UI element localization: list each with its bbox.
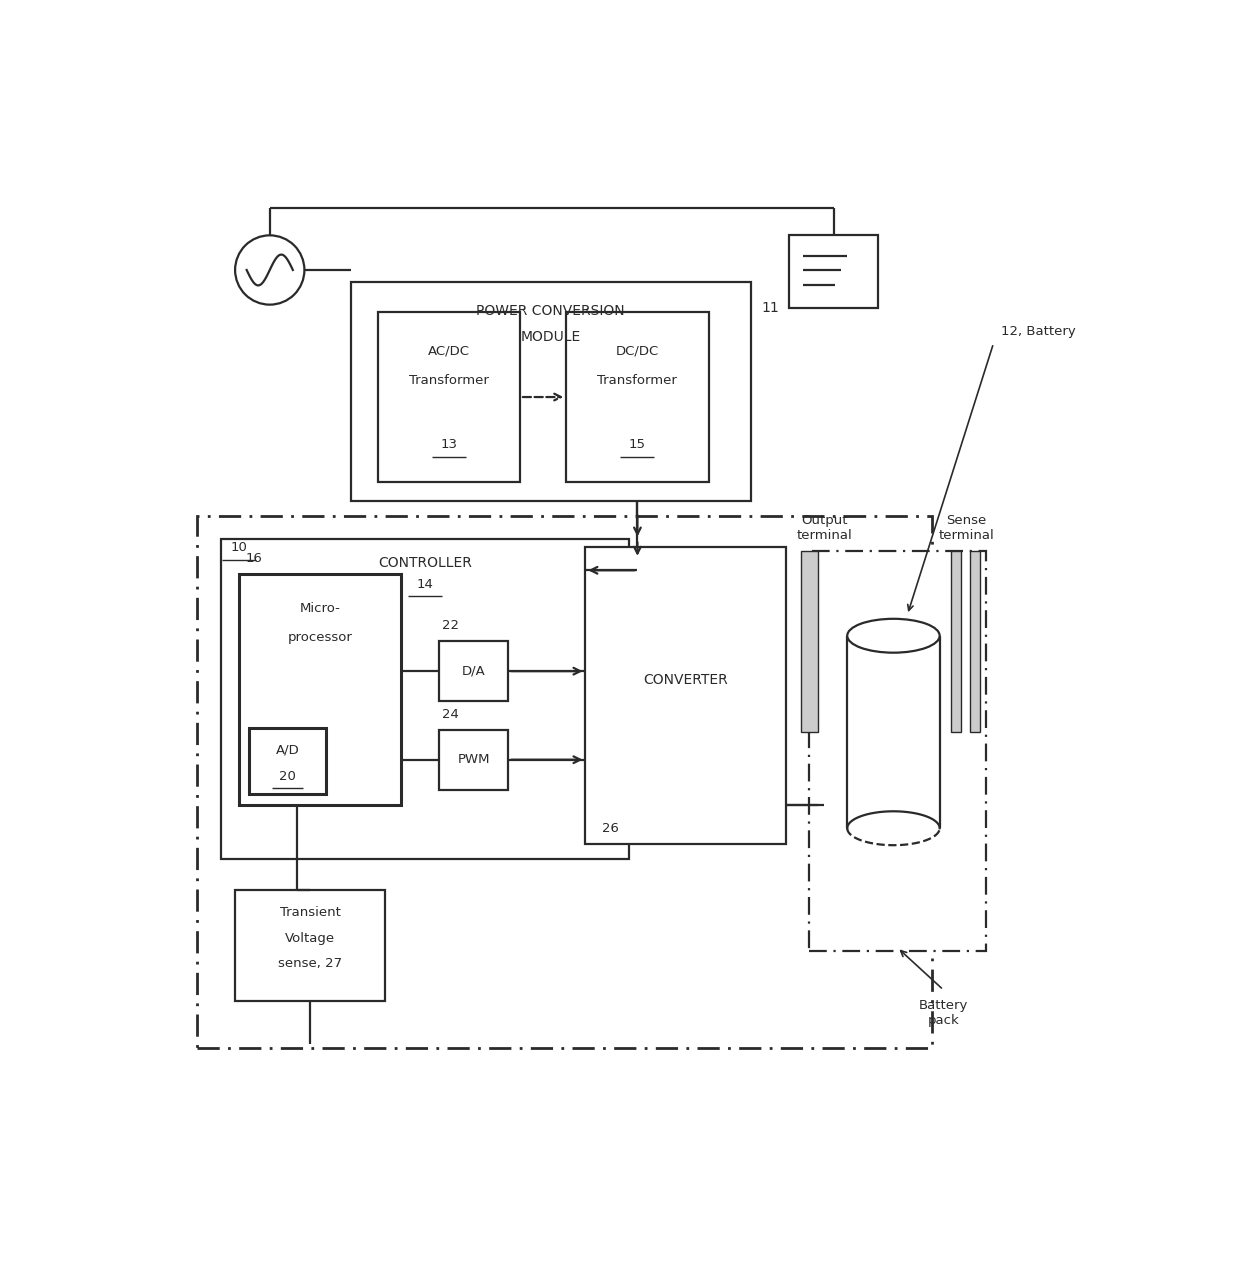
Text: 20: 20	[279, 770, 296, 783]
Text: 12, Battery: 12, Battery	[1001, 325, 1076, 338]
Bar	[951, 551, 961, 731]
Bar	[585, 547, 786, 844]
Text: 10: 10	[231, 541, 248, 553]
Bar	[790, 236, 878, 309]
Bar	[221, 539, 630, 860]
Text: 22: 22	[443, 619, 459, 633]
Bar	[249, 728, 326, 794]
Text: 15: 15	[629, 438, 646, 451]
Text: A/D: A/D	[275, 743, 299, 756]
Text: AC/DC: AC/DC	[428, 345, 470, 357]
Text: CONTROLLER: CONTROLLER	[378, 556, 472, 570]
Bar	[377, 313, 520, 482]
Text: 26: 26	[603, 821, 619, 835]
Text: Battery
pack: Battery pack	[919, 999, 968, 1027]
Text: CONVERTER: CONVERTER	[644, 673, 728, 687]
Bar	[351, 282, 751, 501]
Text: DC/DC: DC/DC	[616, 345, 658, 357]
Text: Sense
terminal: Sense terminal	[939, 514, 994, 542]
Bar	[439, 730, 508, 790]
Text: sense, 27: sense, 27	[278, 957, 342, 970]
Text: 14: 14	[417, 578, 434, 591]
Bar	[971, 551, 981, 731]
Text: POWER CONVERSION: POWER CONVERSION	[476, 304, 625, 318]
Bar	[439, 640, 508, 701]
Text: MODULE: MODULE	[521, 330, 580, 345]
Text: 24: 24	[443, 708, 459, 721]
Bar	[197, 516, 932, 1048]
Bar	[801, 551, 818, 731]
Text: 11: 11	[761, 301, 779, 315]
Bar	[808, 551, 986, 952]
Ellipse shape	[847, 619, 940, 653]
Text: D/A: D/A	[463, 665, 486, 678]
Text: Transient: Transient	[280, 907, 341, 920]
Text: Output
terminal: Output terminal	[796, 514, 852, 542]
Text: Transformer: Transformer	[598, 374, 677, 387]
Text: Micro-: Micro-	[299, 602, 340, 615]
Text: Voltage: Voltage	[285, 931, 335, 945]
Text: processor: processor	[288, 630, 352, 644]
Text: Transformer: Transformer	[409, 374, 489, 387]
Bar	[239, 574, 401, 806]
Text: 16: 16	[246, 552, 263, 565]
Bar	[567, 313, 708, 482]
Text: 13: 13	[440, 438, 458, 451]
Text: PWM: PWM	[458, 753, 490, 766]
Bar	[236, 890, 386, 1002]
